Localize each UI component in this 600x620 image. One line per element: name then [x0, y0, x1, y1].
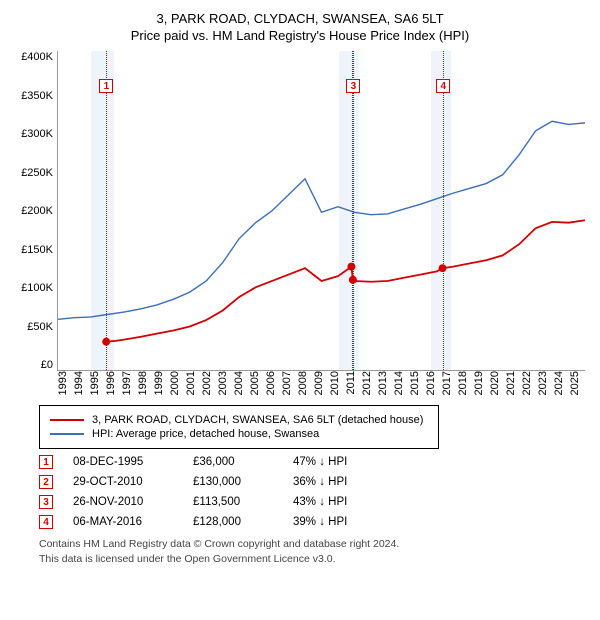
- series-hpi: [58, 121, 585, 319]
- y-tick: £150K: [21, 244, 53, 256]
- x-tick: 2007: [281, 371, 297, 397]
- chart-svg: [58, 51, 585, 370]
- event-pct: 43% ↓ HPI: [293, 496, 347, 508]
- event-pct: 47% ↓ HPI: [293, 456, 347, 468]
- events-table: 1 08-DEC-1995£36,00047% ↓ HPI 2 29-OCT-2010…: [39, 455, 591, 529]
- event-date: 06-MAY-2016: [73, 516, 193, 528]
- x-tick: 2002: [201, 371, 217, 397]
- x-tick: 2023: [537, 371, 553, 397]
- x-tick: 2020: [489, 371, 505, 397]
- x-axis: 1993199419951996199719981999200020012002…: [57, 371, 585, 397]
- event-index-box: 4: [39, 515, 53, 529]
- x-tick: 2011: [345, 371, 361, 397]
- y-tick: £200K: [21, 205, 53, 217]
- event-row: 1 08-DEC-1995£36,00047% ↓ HPI: [39, 455, 591, 469]
- x-tick: 2008: [297, 371, 313, 397]
- x-tick: 1995: [89, 371, 105, 397]
- x-tick: 2017: [441, 371, 457, 397]
- x-tick: 2000: [169, 371, 185, 397]
- price-chart: 3, PARK ROAD, CLYDACH, SWANSEA, SA6 5LT …: [8, 8, 592, 568]
- legend-label: HPI: Average price, detached house, Swan…: [92, 428, 319, 440]
- chart-subtitle: Price paid vs. HM Land Registry's House …: [9, 28, 591, 43]
- footer-line-1: Contains HM Land Registry data © Crown c…: [39, 537, 591, 552]
- x-tick: 2010: [329, 371, 345, 397]
- legend: 3, PARK ROAD, CLYDACH, SWANSEA, SA6 5LT …: [39, 405, 439, 449]
- y-axis: £400K £350K £300K £250K £200K £150K £100K £50K £…: [9, 51, 57, 371]
- chart-title: 3, PARK ROAD, CLYDACH, SWANSEA, SA6 5LT: [9, 11, 591, 26]
- y-tick: £400K: [21, 51, 53, 63]
- x-tick: 2005: [249, 371, 265, 397]
- x-tick: 2009: [313, 371, 329, 397]
- legend-swatch: [50, 433, 84, 435]
- legend-row: 3, PARK ROAD, CLYDACH, SWANSEA, SA6 5LT …: [50, 414, 428, 426]
- x-tick: 2018: [457, 371, 473, 397]
- event-row: 4 06-MAY-2016£128,00039% ↓ HPI: [39, 515, 591, 529]
- x-tick: 2015: [409, 371, 425, 397]
- x-tick: 2019: [473, 371, 489, 397]
- event-price: £130,000: [193, 476, 293, 488]
- legend-row: HPI: Average price, detached house, Swan…: [50, 428, 428, 440]
- x-tick: 1997: [121, 371, 137, 397]
- event-marker: 1: [99, 79, 113, 93]
- x-tick: 2014: [393, 371, 409, 397]
- legend-swatch: [50, 419, 84, 421]
- plot-area: 1 3 4: [57, 51, 585, 371]
- event-pct: 36% ↓ HPI: [293, 476, 347, 488]
- x-tick: 2025: [569, 371, 585, 397]
- event-vline: [443, 51, 444, 370]
- y-tick: £50K: [27, 321, 53, 333]
- event-price: £128,000: [193, 516, 293, 528]
- event-marker: 3: [346, 79, 360, 93]
- x-tick: 2003: [217, 371, 233, 397]
- x-tick: 2006: [265, 371, 281, 397]
- y-tick: £0: [41, 359, 53, 371]
- event-row: 2 29-OCT-2010£130,00036% ↓ HPI: [39, 475, 591, 489]
- x-tick: 1993: [57, 371, 73, 397]
- event-price: £113,500: [193, 496, 293, 508]
- event-marker: 4: [436, 79, 450, 93]
- y-tick: £300K: [21, 128, 53, 140]
- event-index-box: 3: [39, 495, 53, 509]
- event-row: 3 26-NOV-2010£113,50043% ↓ HPI: [39, 495, 591, 509]
- event-pct: 39% ↓ HPI: [293, 516, 347, 528]
- event-vline: [106, 51, 107, 370]
- event-date: 08-DEC-1995: [73, 456, 193, 468]
- x-tick: 1996: [105, 371, 121, 397]
- event-vline: [353, 51, 354, 370]
- y-tick: £100K: [21, 282, 53, 294]
- footer-attribution: Contains HM Land Registry data © Crown c…: [39, 537, 591, 566]
- footer-line-2: This data is licensed under the Open Gov…: [39, 552, 591, 567]
- x-tick: 1999: [153, 371, 169, 397]
- event-date: 29-OCT-2010: [73, 476, 193, 488]
- x-tick: 2001: [185, 371, 201, 397]
- series-price_paid: [106, 220, 585, 341]
- x-tick: 1994: [73, 371, 89, 397]
- event-price: £36,000: [193, 456, 293, 468]
- legend-label: 3, PARK ROAD, CLYDACH, SWANSEA, SA6 5LT …: [92, 414, 423, 426]
- x-tick: 2013: [377, 371, 393, 397]
- x-tick: 2016: [425, 371, 441, 397]
- event-index-box: 1: [39, 455, 53, 469]
- x-tick: 2024: [553, 371, 569, 397]
- x-tick: 2004: [233, 371, 249, 397]
- y-tick: £350K: [21, 90, 53, 102]
- x-tick: 1998: [137, 371, 153, 397]
- event-date: 26-NOV-2010: [73, 496, 193, 508]
- x-tick: 2012: [361, 371, 377, 397]
- y-tick: £250K: [21, 167, 53, 179]
- x-tick: 2022: [521, 371, 537, 397]
- x-tick: 2021: [505, 371, 521, 397]
- event-index-box: 2: [39, 475, 53, 489]
